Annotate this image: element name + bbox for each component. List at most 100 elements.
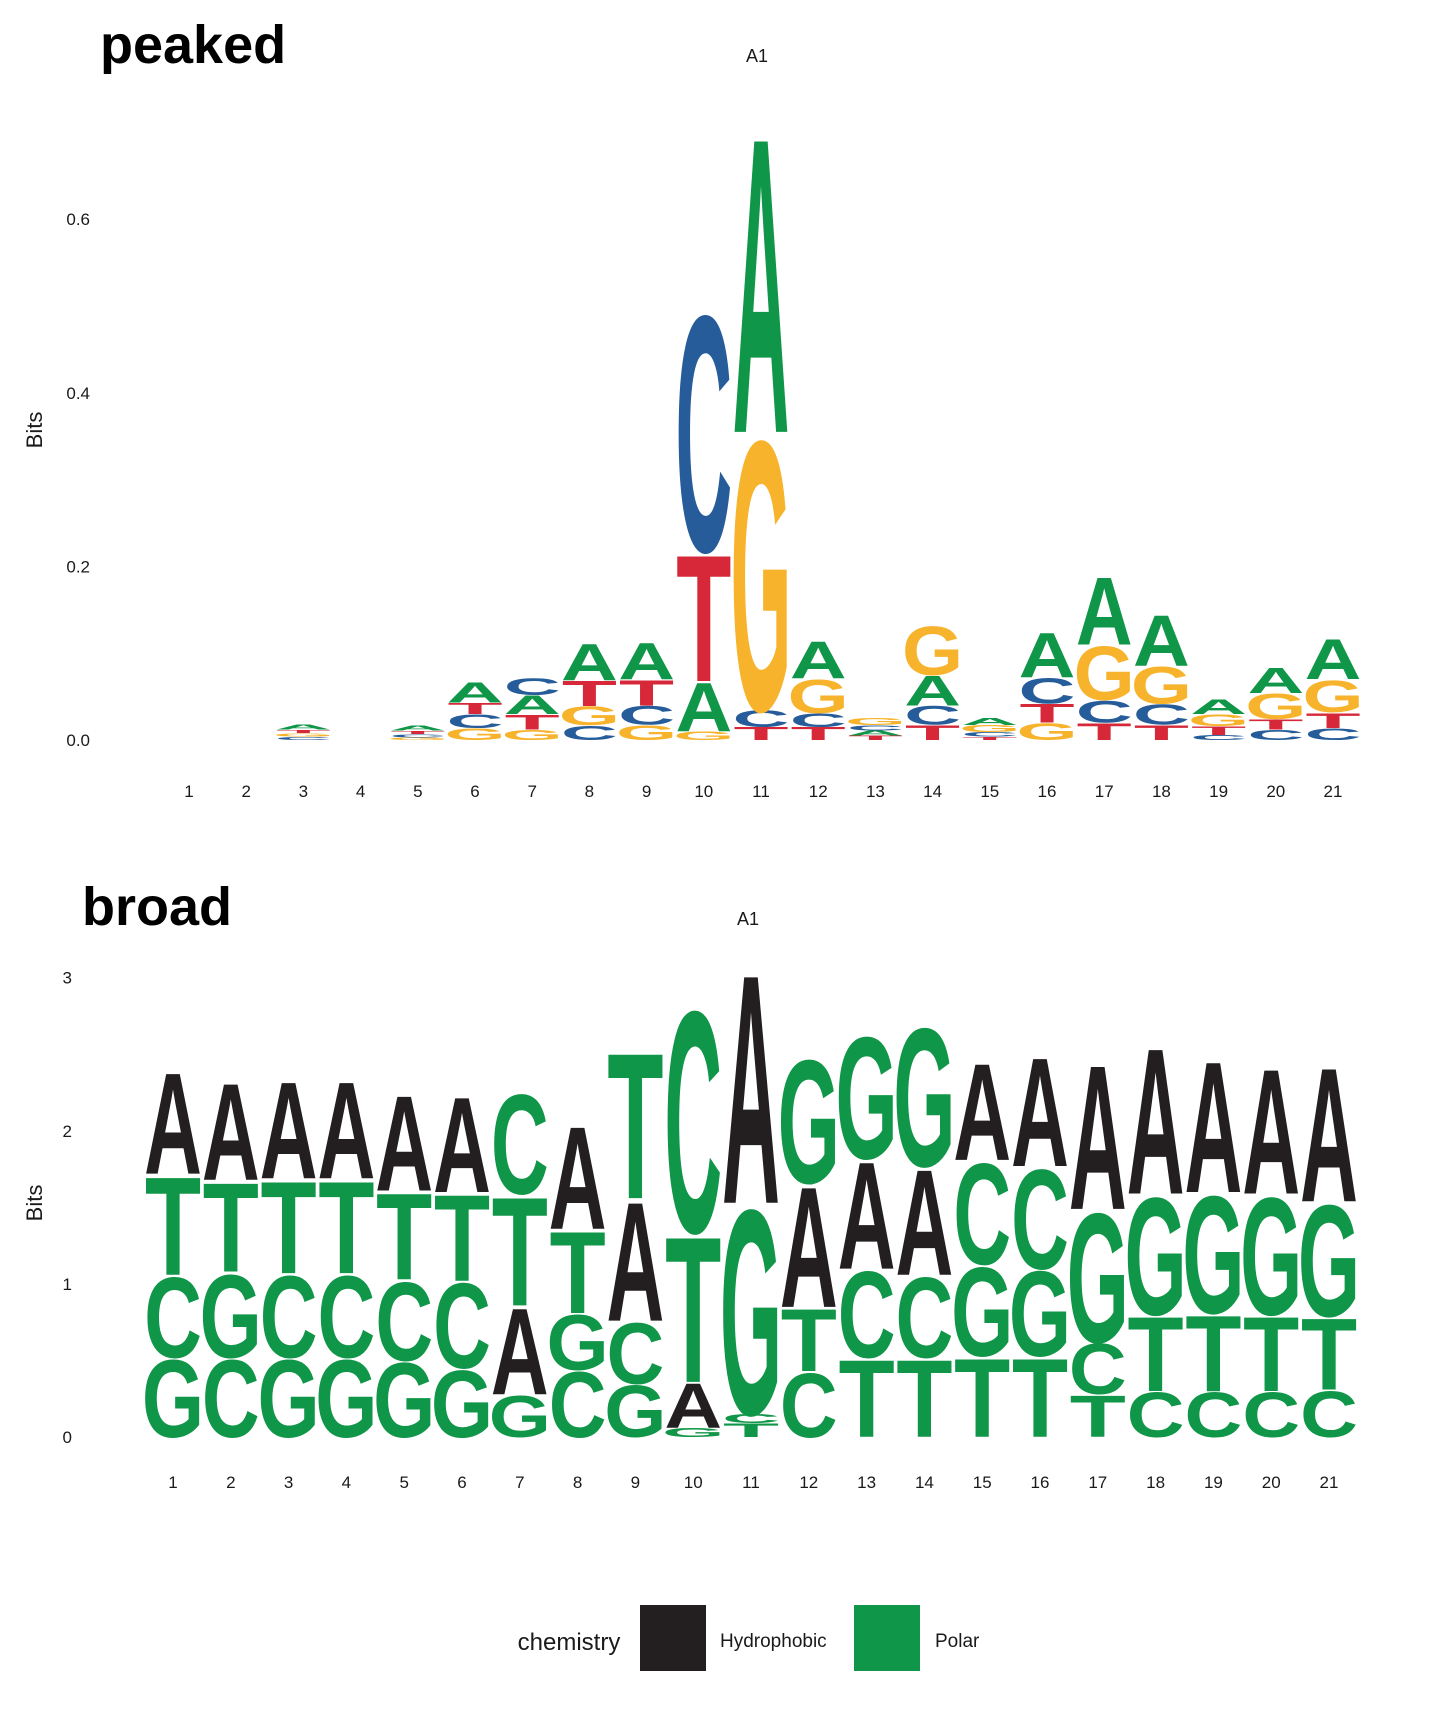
logo-letter-T: T: [839, 1337, 895, 1461]
logo-letter-G: G: [1302, 671, 1363, 722]
logo-letter-G: G: [559, 702, 620, 731]
logo-letter-T: T: [1134, 720, 1189, 744]
x-tick-label: 15: [973, 1473, 992, 1492]
peaked-panel: peaked A1 Bits 0.00.20.40.6 1 2 3 4 5 6 7 8 9 10 1…: [22, 15, 1364, 801]
x-tick-label: 14: [923, 782, 942, 801]
logo-letter-G: G: [673, 729, 734, 743]
logo-letter-A: A: [607, 1168, 665, 1357]
x-tick-label: 18: [1152, 782, 1171, 801]
y-axis-label: Bits: [22, 412, 47, 449]
logo-letter-A: A: [447, 676, 504, 709]
logo-letter-T: T: [954, 1335, 1010, 1461]
x-tick-label: 16: [1031, 1473, 1050, 1492]
logo-letter-G: G: [489, 1383, 551, 1450]
logo-letter-A: A: [433, 1069, 491, 1221]
logo-letter-G: G: [1298, 1172, 1360, 1350]
x-tick-label: 11: [752, 782, 770, 801]
x-tick-label: 17: [1095, 782, 1114, 801]
x-tick-label: 16: [1038, 782, 1057, 801]
logo-letter-A: A: [1127, 1006, 1185, 1238]
logo-letter-G: G: [1182, 1161, 1244, 1349]
logo-stacks: GCTACGTAGCTAGCTAGCTAGCTAGATCCGTAGCATGATC…: [142, 906, 1360, 1477]
logo-letter-C: C: [618, 701, 675, 730]
x-tick-label: 9: [642, 782, 651, 801]
logo-letter-G: G: [902, 612, 963, 690]
logo-letter-G: G: [315, 1338, 377, 1461]
logo-letter-C: C: [904, 701, 961, 730]
logo-letter-A: A: [847, 729, 904, 737]
logo-letter-C: C: [953, 1133, 1011, 1295]
logo-letter-G: G: [951, 1241, 1013, 1384]
logo-letter-C: C: [318, 1252, 376, 1383]
logo-letter-A: A: [1247, 661, 1304, 701]
logo-letter-G: G: [1131, 656, 1192, 715]
logo-letter-T: T: [896, 1337, 952, 1461]
logo-letter-T: T: [1305, 708, 1360, 732]
y-tick-label: 2: [63, 1122, 72, 1141]
logo-letter-T: T: [434, 1171, 490, 1308]
legend: chemistry Hydrophobic Polar: [518, 1605, 980, 1671]
x-tick-label: 3: [284, 1473, 293, 1492]
logo-letter-C: C: [202, 1338, 260, 1461]
logo-letter-A: A: [904, 668, 961, 715]
x-tick-label: 21: [1324, 782, 1343, 801]
logo-letter-T: T: [1243, 1296, 1299, 1415]
y-tick-label: 0: [63, 1428, 72, 1447]
logo-letter-C: C: [561, 722, 618, 745]
x-tick-label: 10: [684, 1473, 703, 1492]
logo-letter-G: G: [604, 1371, 666, 1454]
logo-letter-T: T: [905, 720, 960, 744]
logo-letter-C: C: [961, 731, 1018, 738]
x-tick-label: 20: [1262, 1473, 1281, 1492]
logo-letter-C: C: [1133, 698, 1190, 731]
x-tick-label: 10: [694, 782, 713, 801]
x-tick-label: 11: [742, 1473, 760, 1492]
logo-letter-A: A: [1019, 620, 1076, 691]
y-tick-label: 0.0: [66, 731, 90, 750]
logo-letter-G: G: [387, 737, 448, 741]
y-ticks: 0 1 2 3: [63, 969, 72, 1447]
logo-letter-T: T: [1077, 718, 1132, 745]
panel-label-peaked: peaked: [100, 15, 286, 75]
x-tick-label: 6: [470, 782, 479, 801]
logo-letter-A: A: [202, 1055, 260, 1209]
logo-letter-A: A: [1190, 695, 1247, 719]
logo-letter-A: A: [504, 690, 561, 719]
logo-letter-C: C: [1011, 1140, 1069, 1299]
logo-letter-A: A: [275, 723, 332, 731]
logo-letter-G: G: [444, 725, 505, 744]
logo-letter-C: C: [1305, 725, 1362, 744]
x-tick-label: 5: [399, 1473, 408, 1492]
logo-letter-C: C: [1185, 1381, 1243, 1452]
x-tick-label: 1: [184, 782, 193, 801]
x-ticks: 1 2 3 4 5 6 7 8 9 10 11 12 13 14 15 16 17 18 19 20 21: [168, 1473, 1338, 1492]
logo-letter-C: C: [675, 245, 732, 622]
logo-letter-C: C: [847, 724, 904, 732]
x-ticks: 1 2 3 4 5 6 7 8 9 10 11 12 13 14 15 16 17 18 19 20 21: [184, 782, 1342, 801]
logo-letter-A: A: [896, 1138, 954, 1307]
y-tick-label: 0.6: [66, 210, 90, 229]
logo-letter-C: C: [389, 733, 446, 738]
logo-letter-A: A: [1185, 1024, 1243, 1232]
logo-letter-C: C: [504, 673, 561, 700]
logo-letter-A: A: [664, 1371, 722, 1442]
x-tick-label: 6: [457, 1473, 466, 1492]
logo-letter-C: C: [433, 1258, 491, 1394]
logo-letter-T: T: [390, 730, 445, 735]
x-tick-label: 15: [980, 782, 999, 801]
logo-letter-T: T: [1070, 1384, 1126, 1450]
x-tick-label: 20: [1266, 782, 1285, 801]
logo-letter-C: C: [896, 1253, 954, 1382]
y-tick-label: 3: [63, 969, 72, 988]
logo-letter-T: T: [492, 1167, 548, 1340]
logo-letter-C: C: [144, 1253, 202, 1382]
x-tick-label: 4: [342, 1473, 351, 1492]
logo-letter-C: C: [664, 945, 722, 1299]
logo-title: A1: [737, 909, 759, 929]
logo-letter-T: T: [1012, 1335, 1068, 1461]
logo-letter-C: C: [733, 705, 790, 732]
logo-letter-T: T: [1248, 717, 1303, 733]
logo-letter-A: A: [675, 668, 732, 746]
logo-title: A1: [746, 46, 768, 66]
x-tick-label: 12: [799, 1473, 818, 1492]
